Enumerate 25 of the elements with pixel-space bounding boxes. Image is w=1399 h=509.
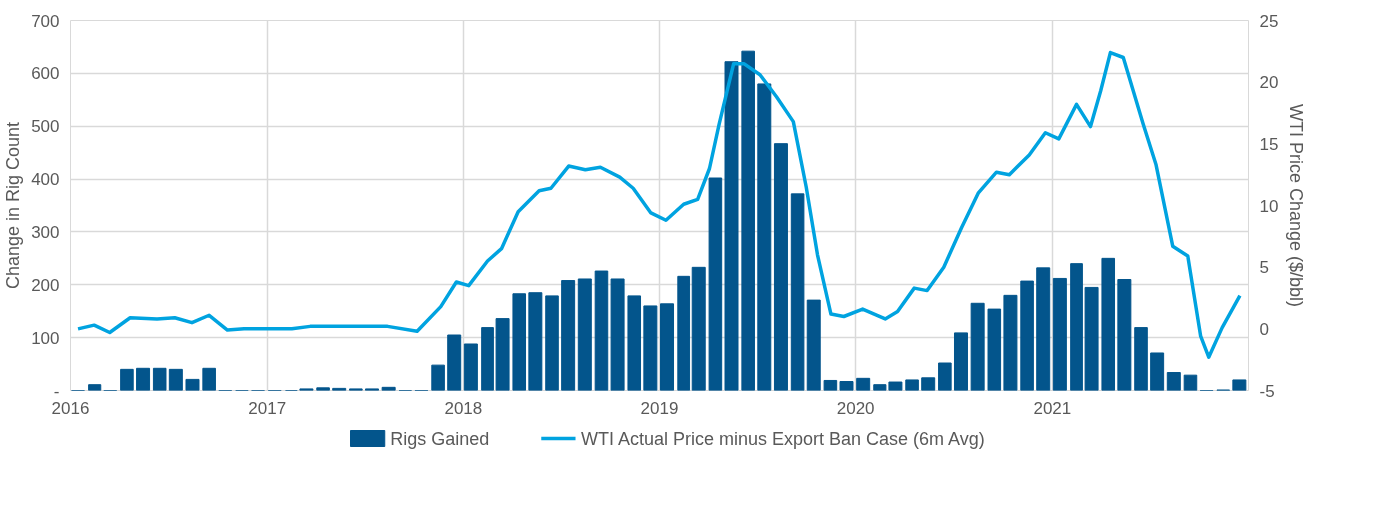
y2-tick-label: 20 [1259,73,1279,93]
legend-label: Rigs Gained [390,428,490,449]
y2-axis-title: WTI Price Change ($/bbl) [1286,103,1307,308]
x-tick-label: 2019 [640,398,679,418]
y2-tick-label: 25 [1259,11,1279,31]
legend-label: WTI Actual Price minus Export Ban Case (6m Avg) [580,428,985,449]
y-tick-label: 700 [31,11,60,31]
y-tick-label: 300 [31,222,60,242]
y-axis-title: Change in Rig Count [3,121,24,290]
x-tick-label: 2018 [444,398,483,418]
y2-tick-label: 5 [1259,258,1269,278]
y-tick-label: - [53,381,60,401]
y-tick-label: 200 [31,275,60,295]
y-tick-label: 500 [31,117,60,137]
x-tick-label: 2016 [51,398,90,418]
x-tick-label: 2021 [1033,398,1072,418]
y-tick-label: 100 [31,328,60,348]
y2-tick-label: 10 [1259,196,1279,216]
y2-tick-label: -5 [1259,381,1275,401]
y2-tick-label: 0 [1259,319,1269,339]
x-tick-label: 2017 [248,398,287,418]
y2-tick-label: 15 [1259,134,1279,154]
x-tick-label: 2020 [836,398,875,418]
y-tick-label: 400 [31,170,60,190]
y-tick-label: 600 [31,64,60,84]
